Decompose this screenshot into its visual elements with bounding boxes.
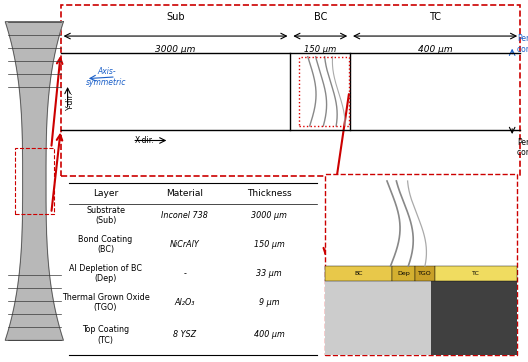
- Text: 400 μm: 400 μm: [418, 45, 452, 54]
- Bar: [325, 266, 392, 281]
- Text: Dep: Dep: [398, 271, 410, 276]
- Text: Layer: Layer: [93, 189, 118, 198]
- Text: TC: TC: [472, 271, 480, 276]
- Text: Periodic
condition, i: Periodic condition, i: [517, 34, 528, 54]
- Text: Axis-
symmetric: Axis- symmetric: [87, 67, 127, 87]
- Text: TGO: TGO: [418, 271, 432, 276]
- Text: 3000 μm: 3000 μm: [251, 211, 287, 220]
- Text: Al₂O₃: Al₂O₃: [175, 298, 195, 307]
- Bar: [325, 279, 431, 355]
- Text: Substrate
(Sub): Substrate (Sub): [86, 206, 125, 225]
- Text: 33 μm: 33 μm: [257, 269, 282, 278]
- Text: 150 μm: 150 μm: [304, 45, 336, 54]
- Text: Al Depletion of BC
(Dep): Al Depletion of BC (Dep): [69, 264, 142, 283]
- Text: TC: TC: [429, 12, 441, 22]
- Text: Material: Material: [166, 189, 203, 198]
- FancyBboxPatch shape: [61, 5, 520, 176]
- Text: 9 μm: 9 μm: [259, 298, 279, 307]
- Bar: [435, 266, 517, 281]
- Bar: [392, 266, 416, 281]
- Text: Bond Coating
(BC): Bond Coating (BC): [79, 235, 133, 254]
- Text: Periodic
condition, i’: Periodic condition, i’: [517, 138, 528, 157]
- Text: Sub: Sub: [166, 12, 185, 22]
- Text: Thickness: Thickness: [247, 189, 291, 198]
- Polygon shape: [5, 22, 63, 340]
- Text: -: -: [183, 269, 186, 278]
- Text: 3000 μm: 3000 μm: [155, 45, 196, 54]
- Bar: [416, 266, 435, 281]
- Text: BC: BC: [314, 12, 327, 22]
- Text: X-dir.: X-dir.: [135, 136, 155, 145]
- Text: Inconel 738: Inconel 738: [162, 211, 208, 220]
- Text: NiCrAlY: NiCrAlY: [170, 240, 200, 249]
- Text: Top Coating
(TC): Top Coating (TC): [82, 325, 129, 345]
- Text: 8 YSZ: 8 YSZ: [173, 331, 196, 339]
- Text: 400 μm: 400 μm: [254, 331, 285, 339]
- Text: 150 μm: 150 μm: [254, 240, 285, 249]
- Bar: [15, 148, 54, 214]
- Text: Thermal Grown Oxide
(TGO): Thermal Grown Oxide (TGO): [62, 292, 149, 312]
- Bar: [431, 279, 517, 355]
- Text: Y-dir.: Y-dir.: [66, 91, 75, 110]
- Bar: [325, 174, 517, 355]
- Bar: [299, 57, 350, 126]
- Text: BC: BC: [354, 271, 363, 276]
